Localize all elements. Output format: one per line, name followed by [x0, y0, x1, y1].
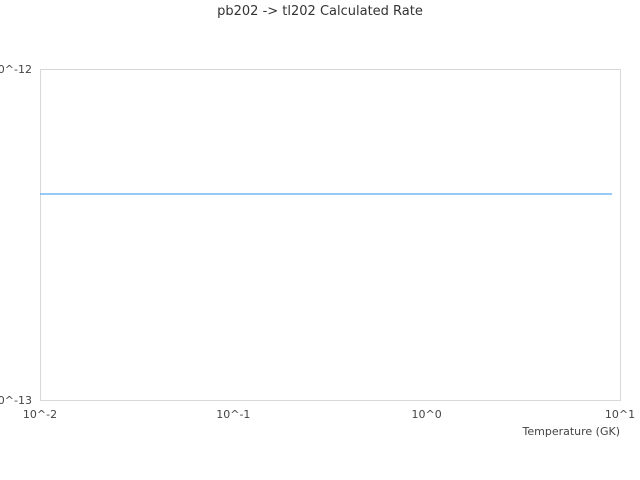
x-tick-label: 10^-2 [23, 408, 57, 421]
plot-frame [40, 69, 621, 401]
x-tick-label: 10^0 [412, 408, 442, 421]
chart-title: pb202 -> tl202 Calculated Rate [217, 4, 423, 19]
x-tick-label: 10^-1 [216, 408, 250, 421]
y-tick-label: 10^-13 [0, 394, 32, 407]
x-tick-label: 10^1 [605, 408, 635, 421]
x-axis-label: Temperature (GK) [522, 425, 621, 438]
y-tick-label: 10^-12 [0, 63, 32, 76]
